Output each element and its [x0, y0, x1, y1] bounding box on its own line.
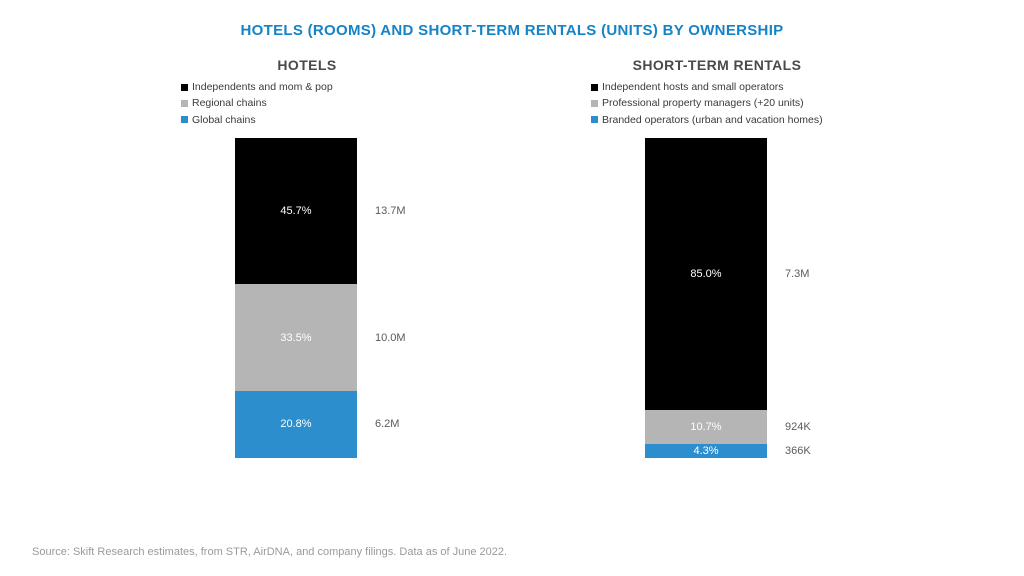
stacked-bar-hotels: 45.7% 13.7M 33.5% 10.0M 20.8% 6.2M [235, 138, 357, 458]
segment-pct-label: 85.0% [690, 268, 721, 280]
legend-str: Independent hosts and small operators Pr… [557, 79, 877, 128]
legend-item: Independent hosts and small operators [591, 79, 877, 95]
segment-abs-label: 924K [785, 421, 811, 433]
legend-hotels: Independents and mom & pop Regional chai… [147, 79, 467, 128]
legend-label: Independent hosts and small operators [602, 79, 784, 95]
bar-segment: 20.8% 6.2M [235, 391, 357, 458]
bar-area-hotels: 45.7% 13.7M 33.5% 10.0M 20.8% 6.2M [147, 138, 467, 458]
stacked-bar-str: 85.0% 7.3M 10.7% 924K 4.3% 366K [645, 138, 767, 458]
legend-label: Professional property managers (+20 unit… [602, 95, 804, 111]
segment-pct-label: 45.7% [280, 205, 311, 217]
legend-label: Independents and mom & pop [192, 79, 333, 95]
legend-label: Branded operators (urban and vacation ho… [602, 112, 823, 128]
segment-pct-label: 4.3% [693, 445, 718, 457]
legend-item: Regional chains [181, 95, 467, 111]
legend-swatch [591, 116, 598, 123]
segment-pct-label: 20.8% [280, 418, 311, 430]
segment-pct-label: 33.5% [280, 332, 311, 344]
bar-segment: 10.7% 924K [645, 410, 767, 444]
segment-abs-label: 10.0M [375, 332, 406, 344]
panel-str: SHORT-TERM RENTALS Independent hosts and… [557, 57, 877, 458]
panel-title-str: SHORT-TERM RENTALS [557, 57, 877, 73]
legend-swatch [591, 84, 598, 91]
legend-item: Branded operators (urban and vacation ho… [591, 112, 877, 128]
legend-swatch [591, 100, 598, 107]
segment-pct-label: 10.7% [690, 421, 721, 433]
panel-hotels: HOTELS Independents and mom & pop Region… [147, 57, 467, 458]
panel-title-hotels: HOTELS [147, 57, 467, 73]
bar-segment: 33.5% 10.0M [235, 284, 357, 391]
bar-segment: 85.0% 7.3M [645, 138, 767, 410]
legend-item: Independents and mom & pop [181, 79, 467, 95]
chart-title: HOTELS (ROOMS) AND SHORT-TERM RENTALS (U… [0, 0, 1024, 39]
segment-abs-label: 7.3M [785, 268, 809, 280]
legend-swatch [181, 116, 188, 123]
segment-abs-label: 6.2M [375, 418, 399, 430]
bar-segment: 45.7% 13.7M [235, 138, 357, 284]
legend-item: Global chains [181, 112, 467, 128]
legend-item: Professional property managers (+20 unit… [591, 95, 877, 111]
bar-area-str: 85.0% 7.3M 10.7% 924K 4.3% 366K [557, 138, 877, 458]
legend-label: Global chains [192, 112, 256, 128]
charts-container: HOTELS Independents and mom & pop Region… [0, 57, 1024, 458]
bar-segment: 4.3% 366K [645, 444, 767, 458]
segment-abs-label: 13.7M [375, 205, 406, 217]
legend-label: Regional chains [192, 95, 267, 111]
legend-swatch [181, 100, 188, 107]
segment-abs-label: 366K [785, 445, 811, 457]
legend-swatch [181, 84, 188, 91]
source-note: Source: Skift Research estimates, from S… [32, 546, 507, 558]
